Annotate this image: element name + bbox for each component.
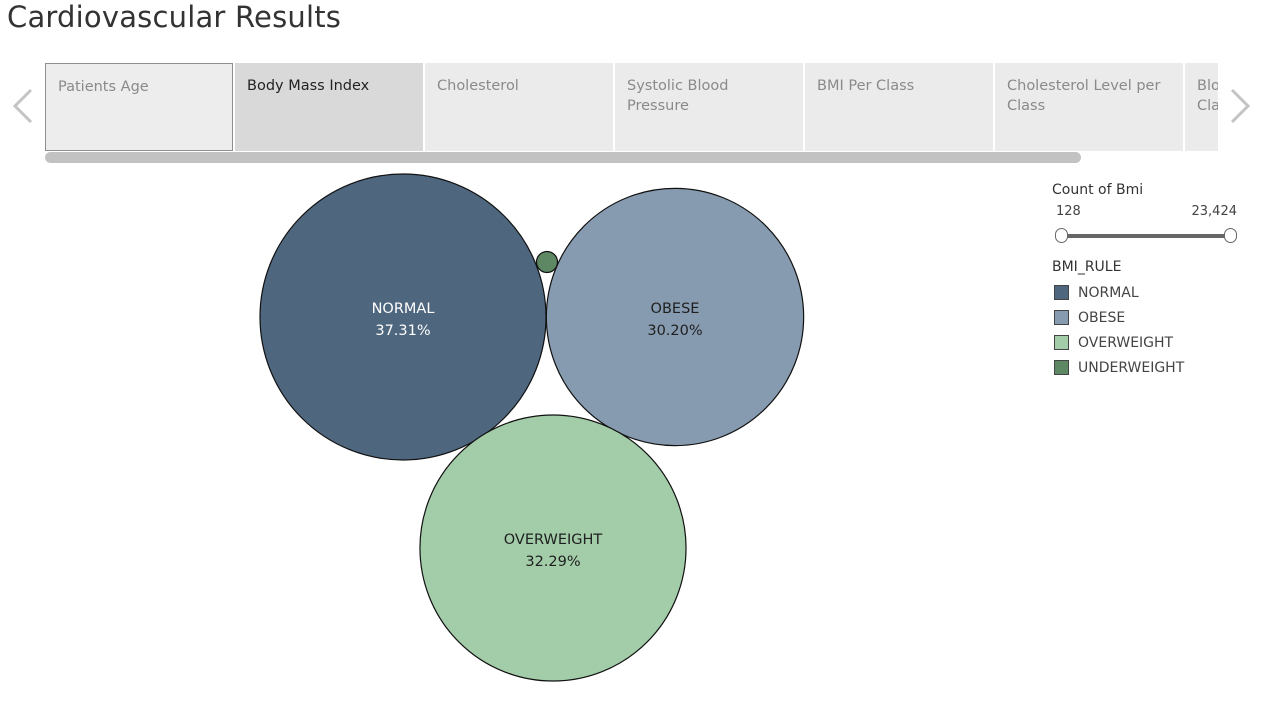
bubble-value-obese: 30.20% (647, 323, 702, 339)
bubble-value-normal: 37.31% (375, 323, 430, 339)
legend: Count of Bmi 128 23,424 BMI_RULE NORMAL … (1052, 182, 1237, 380)
bubble-overweight[interactable] (419, 414, 687, 682)
tab-bmi-per-class[interactable]: BMI Per Class (805, 63, 993, 151)
bubble-label-overweight: OVERWEIGHT (504, 532, 603, 548)
size-range-min: 128 (1056, 204, 1081, 219)
tab-cholesterol-level-per-class[interactable]: Cholesterol Level per Class (995, 63, 1183, 151)
slider-handle-max[interactable] (1224, 228, 1237, 243)
legend-item-underweight[interactable]: UNDERWEIGHT (1052, 355, 1237, 380)
bubble-label-obese: OBESE (651, 301, 700, 317)
chevron-right-icon[interactable] (1228, 86, 1252, 126)
legend-label: OBESE (1078, 309, 1126, 326)
legend-item-overweight[interactable]: OVERWEIGHT (1052, 330, 1237, 355)
legend-label: UNDERWEIGHT (1078, 359, 1185, 376)
page-title: Cardiovascular Results (7, 0, 342, 34)
tab-blood-pressure-per-class[interactable]: Blood Pressure per Class (1185, 63, 1218, 151)
color-legend-title: BMI_RULE (1052, 259, 1122, 275)
size-range-max: 23,424 (1191, 204, 1238, 219)
slider-handle-min[interactable] (1055, 228, 1068, 243)
legend-label: OVERWEIGHT (1078, 334, 1174, 351)
size-legend-title: Count of Bmi (1052, 182, 1144, 198)
tab-systolic-blood-pressure[interactable]: Systolic Blood Pressure (615, 63, 803, 151)
bubble-obese[interactable] (545, 187, 805, 447)
legend-swatch (1054, 335, 1069, 350)
legend-item-normal[interactable]: NORMAL (1052, 280, 1237, 305)
tab-patients-age[interactable]: Patients Age (45, 63, 233, 151)
bubble-chart: NORMAL 37.31% OBESE 30.20% OVERWEIGHT 32.29% (259, 173, 805, 682)
slider-track (1060, 234, 1229, 238)
legend-swatch (1054, 310, 1069, 325)
legend-label: NORMAL (1078, 284, 1139, 301)
legend-swatch (1054, 360, 1069, 375)
story-tabs: Patients Age Body Mass Index Cholesterol… (45, 63, 1218, 151)
bubble-normal[interactable] (259, 173, 547, 461)
bubble-label-normal: NORMAL (372, 301, 435, 317)
bubble-value-overweight: 32.29% (525, 554, 580, 570)
chevron-left-icon[interactable] (11, 86, 35, 126)
tab-body-mass-index[interactable]: Body Mass Index (235, 63, 423, 151)
bubble-underweight[interactable] (535, 250, 559, 274)
tabs-scrollbar[interactable] (45, 152, 1081, 163)
tab-cholesterol[interactable]: Cholesterol (425, 63, 613, 151)
size-range-slider[interactable] (1052, 227, 1237, 247)
legend-swatch (1054, 285, 1069, 300)
legend-item-obese[interactable]: OBESE (1052, 305, 1237, 330)
